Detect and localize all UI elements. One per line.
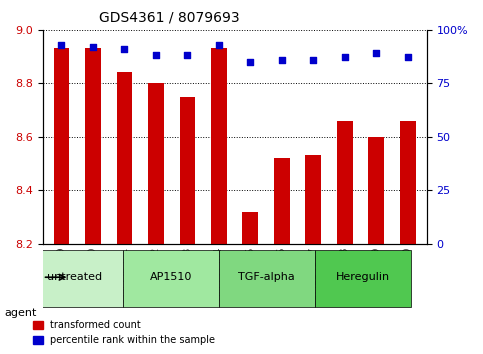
Bar bbox=[211, 48, 227, 244]
FancyBboxPatch shape bbox=[219, 250, 314, 307]
Bar bbox=[369, 137, 384, 244]
Bar bbox=[54, 48, 70, 244]
Text: TGF-alpha: TGF-alpha bbox=[238, 272, 295, 282]
Point bbox=[215, 42, 223, 47]
Point bbox=[152, 52, 160, 58]
Point bbox=[372, 50, 380, 56]
Text: Heregulin: Heregulin bbox=[336, 272, 390, 282]
Text: AP1510: AP1510 bbox=[149, 272, 192, 282]
Bar bbox=[180, 97, 195, 244]
Bar bbox=[305, 155, 321, 244]
Legend: transformed count, percentile rank within the sample: transformed count, percentile rank withi… bbox=[29, 316, 219, 349]
Point bbox=[310, 57, 317, 62]
Bar bbox=[85, 48, 101, 244]
Text: GDS4361 / 8079693: GDS4361 / 8079693 bbox=[99, 11, 240, 25]
Point bbox=[404, 55, 412, 60]
Bar bbox=[116, 73, 132, 244]
FancyBboxPatch shape bbox=[123, 250, 219, 307]
Point bbox=[57, 42, 65, 47]
Bar bbox=[400, 121, 416, 244]
Bar bbox=[148, 83, 164, 244]
Point bbox=[341, 55, 349, 60]
Bar bbox=[274, 158, 290, 244]
Bar bbox=[337, 121, 353, 244]
Point bbox=[184, 52, 191, 58]
Point bbox=[89, 44, 97, 50]
Text: untreated: untreated bbox=[47, 272, 102, 282]
Point bbox=[246, 59, 254, 64]
Point bbox=[278, 57, 286, 62]
Text: agent: agent bbox=[5, 308, 37, 318]
FancyBboxPatch shape bbox=[27, 250, 123, 307]
Point bbox=[121, 46, 128, 52]
FancyBboxPatch shape bbox=[314, 250, 411, 307]
Bar bbox=[242, 212, 258, 244]
